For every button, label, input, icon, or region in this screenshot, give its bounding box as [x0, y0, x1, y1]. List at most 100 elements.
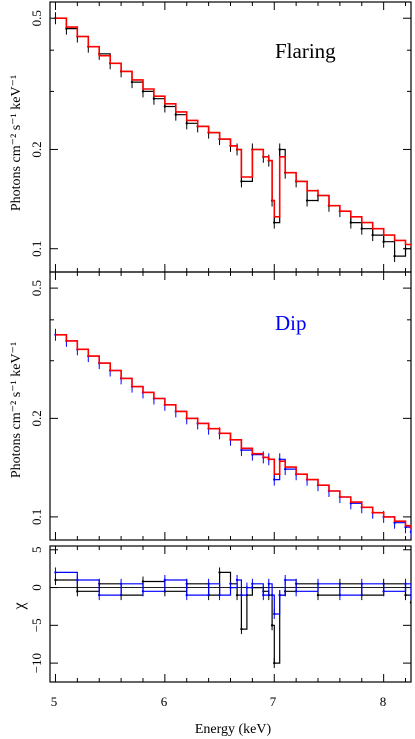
data-point	[316, 582, 320, 585]
data-point	[262, 593, 265, 597]
data-point	[270, 624, 274, 627]
data-point	[76, 590, 79, 593]
data-point	[98, 593, 101, 597]
y-tick-label: 0	[29, 584, 44, 591]
panel-bottom-frame	[49, 545, 412, 683]
data-point	[240, 180, 243, 183]
data-point	[273, 478, 276, 481]
data-point	[409, 593, 411, 597]
data-point	[54, 571, 57, 574]
data-point	[76, 578, 79, 582]
data-point	[251, 582, 254, 585]
data-point	[393, 521, 396, 524]
series-group	[54, 328, 411, 538]
data-point	[163, 105, 167, 108]
data-point	[409, 601, 411, 604]
data-point	[382, 590, 385, 593]
series-bottom-flaring	[55, 571, 411, 664]
data-point	[229, 586, 232, 589]
panel-bottom: 5 0 −5 −10	[29, 545, 412, 683]
data-point	[235, 593, 239, 597]
data-point	[371, 233, 374, 237]
data-point	[174, 113, 178, 116]
data-point	[278, 593, 281, 597]
y-tick-label: 0.1	[29, 509, 44, 525]
y-tick-label: −10	[29, 653, 44, 673]
data-point	[360, 227, 363, 230]
data-point	[404, 247, 407, 250]
data-point	[273, 661, 276, 665]
x-tick-label-8: 8	[380, 694, 387, 709]
data-point	[185, 593, 188, 597]
data-point	[65, 27, 68, 30]
data-point	[273, 221, 276, 224]
data-point	[240, 448, 243, 452]
series-top-model	[55, 17, 411, 246]
series-middle-model	[55, 334, 411, 529]
panel-top: 0.1 0.2 0.5 Flaring	[29, 1, 412, 273]
panel-label-middle: Dip	[275, 311, 307, 335]
data-point	[283, 467, 287, 471]
data-point	[163, 578, 167, 582]
x-tick-label-6: 6	[161, 694, 168, 709]
series-bottom-dip	[55, 571, 411, 615]
data-point	[404, 526, 407, 529]
y-tick-label: 0.1	[29, 241, 44, 257]
y-tick-label: 0.5	[29, 10, 44, 26]
panel-middle: 0.1 0.2 0.5 Dip	[29, 271, 412, 541]
data-point	[278, 148, 281, 151]
y-tick-label: 5	[29, 547, 44, 554]
data-point	[267, 582, 270, 585]
middle-ylabel: Photons cm⁻² s⁻¹ keV⁻¹	[9, 342, 24, 478]
y-tick-label: −5	[29, 618, 44, 632]
x-tick-labels: 5 6 7 8	[51, 694, 387, 709]
series-top-data	[55, 17, 411, 257]
data-point	[270, 593, 274, 597]
y-tick-label: 0.5	[29, 280, 44, 296]
panels: 0.1 0.2 0.5 Flaring 0.1 0.2 0.5 Dip 5 0 −5 −10	[29, 1, 412, 683]
data-point	[185, 122, 188, 125]
x-axis-title: Energy (keV)	[195, 722, 272, 737]
top-ylabel: Photons cm⁻² s⁻¹ keV⁻¹	[9, 75, 24, 211]
data-point	[393, 254, 396, 258]
data-point	[240, 627, 243, 631]
data-point	[294, 590, 298, 593]
x-tick-label-5: 5	[51, 694, 58, 709]
data-point	[141, 580, 145, 583]
data-point	[273, 612, 276, 616]
y-tick-label: 0.2	[29, 141, 44, 157]
data-point	[218, 593, 221, 597]
panel-middle-frame	[49, 271, 412, 541]
data-point	[349, 221, 353, 224]
residual-ylabel: χ	[11, 602, 28, 611]
data-point	[404, 593, 407, 597]
data-point	[207, 582, 210, 585]
series-group	[54, 12, 411, 263]
data-point	[218, 571, 221, 574]
series-group	[54, 567, 411, 669]
data-point	[119, 582, 123, 585]
data-point	[278, 458, 281, 461]
data-point	[283, 578, 287, 582]
data-point	[141, 590, 145, 593]
data-point	[141, 90, 145, 93]
data-point	[130, 80, 134, 84]
data-point	[382, 240, 385, 243]
panel-label-top: Flaring	[275, 39, 336, 63]
data-point	[54, 578, 57, 582]
data-point	[235, 578, 239, 582]
data-point	[240, 593, 243, 597]
data-point	[360, 582, 363, 585]
data-point	[409, 247, 411, 250]
data-point	[316, 593, 320, 597]
data-point	[338, 593, 342, 597]
data-point	[152, 97, 156, 100]
data-point	[409, 530, 411, 534]
data-point	[305, 199, 309, 202]
x-tick-label-7: 7	[270, 694, 277, 709]
panel-top-frame	[49, 1, 412, 273]
data-point	[404, 582, 407, 585]
data-point	[245, 586, 249, 589]
y-tick-label: 0.2	[29, 410, 44, 426]
